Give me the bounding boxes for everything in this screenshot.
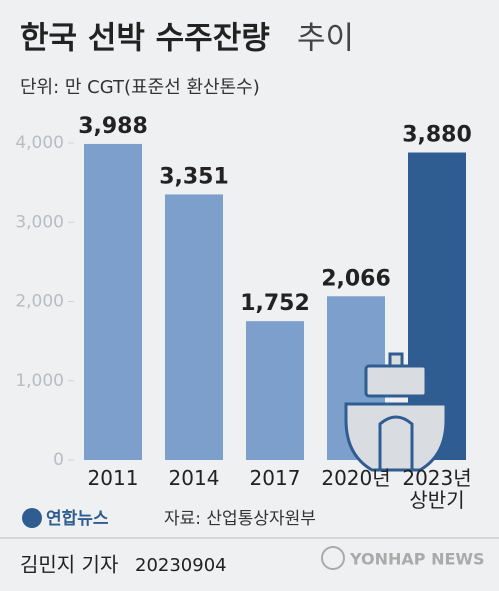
bar: [246, 321, 304, 460]
source: 자료: 산업통상자원부: [164, 509, 316, 529]
bar: [84, 143, 142, 461]
x-tick-label: 2020년: [321, 466, 391, 490]
value-label: 3,351: [159, 164, 229, 189]
logo: 연합뉴스: [46, 508, 109, 529]
y-tick-label: 1,000: [15, 371, 64, 391]
logo-icon: [22, 508, 42, 528]
y-tick-label: 4,000: [15, 133, 64, 153]
chart-title-suffix: 추이: [297, 21, 354, 57]
value-label: 3,988: [78, 114, 148, 139]
bar: [165, 194, 223, 461]
chart-title: 한국 선박 수주잔량: [20, 21, 270, 57]
x-tick-label: 2023년 상반기: [402, 466, 472, 512]
ship-icon: [344, 352, 448, 472]
watermark: YONHAP NEWS: [349, 550, 485, 569]
x-tick-label: 2017: [249, 466, 301, 490]
y-tick-label: 3,000: [15, 212, 64, 232]
watermark-icon: [321, 546, 345, 570]
date: 20230904: [135, 555, 227, 576]
x-tick-label: 2014: [168, 466, 220, 490]
x-tick-label: 2011: [87, 466, 139, 490]
value-label: 1,752: [240, 291, 310, 316]
y-tick-label: 2,000: [15, 292, 64, 312]
value-label: 2,066: [321, 266, 391, 291]
byline: 김민지 기자: [20, 553, 118, 577]
chart-subtitle: 단위: 만 CGT(표준선 환산톤수): [20, 77, 260, 98]
y-tick-label: 0: [53, 450, 64, 470]
value-label: 3,880: [402, 123, 472, 148]
